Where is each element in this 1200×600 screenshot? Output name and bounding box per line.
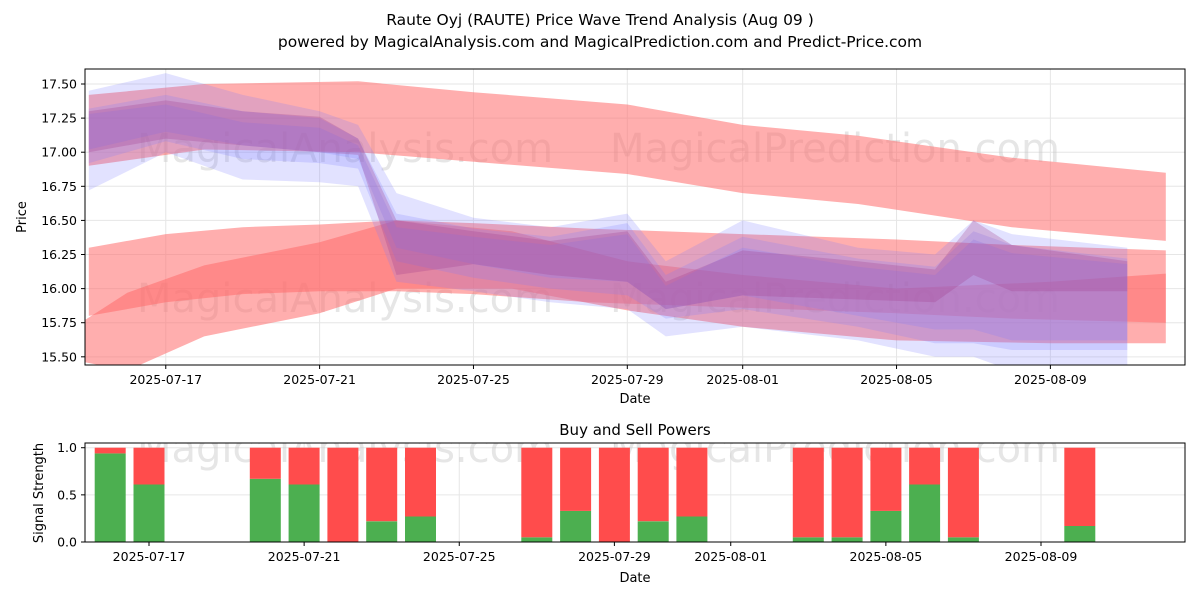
buy-bar — [133, 484, 165, 542]
price-axes-frame — [84, 68, 1186, 366]
signal-x-tick-label: 2025-07-17 — [113, 549, 186, 564]
signal-y-tick-label: 0.0 — [57, 535, 77, 550]
red-price-band-1 — [88, 81, 1166, 241]
price-x-tick-label: 2025-08-05 — [860, 372, 933, 387]
price-y-tick-label: 16.75 — [41, 179, 77, 194]
buy-bar — [94, 453, 126, 542]
sell-bar — [792, 447, 824, 538]
price-y-tick-label: 17.00 — [41, 145, 77, 160]
buy-bar — [947, 537, 979, 542]
red-price-band-3 — [85, 220, 1166, 365]
signal-x-tick-label: 2025-07-29 — [578, 549, 651, 564]
buy-bar — [560, 510, 592, 542]
signal-x-tick-label: 2025-07-25 — [423, 549, 496, 564]
buy-bar — [521, 537, 553, 542]
sell-bar — [366, 447, 398, 522]
price-x-tick-label: 2025-07-17 — [129, 372, 202, 387]
sell-bar — [249, 447, 281, 479]
sell-bar — [288, 447, 320, 485]
buy-bar — [405, 516, 436, 542]
signal-y-tick-label: 0.5 — [57, 487, 77, 502]
signal-x-tick-label: 2025-08-01 — [694, 549, 767, 564]
price-y-tick-label: 17.50 — [41, 77, 77, 92]
sell-bar — [94, 447, 126, 454]
sell-bar — [909, 447, 941, 485]
price-y-tick-label: 16.25 — [41, 247, 77, 262]
signal-y-tick-label: 1.0 — [57, 440, 77, 455]
signal-y-label: Signal Strength — [32, 443, 47, 543]
price-y-tick-label: 15.75 — [41, 315, 77, 330]
sell-bar — [676, 447, 708, 517]
buy-bar — [870, 510, 902, 542]
price-x-tick-label: 2025-07-25 — [437, 372, 510, 387]
price-bands — [85, 73, 1166, 365]
signal-x-ticks: 2025-07-17 2025-07-21 2025-07-25 2025-07-29… — [113, 542, 1078, 564]
buy-bar — [637, 521, 669, 542]
price-x-ticks: 2025-07-17 2025-07-21 2025-07-25 2025-07-29… — [129, 365, 1087, 387]
signal-x-tick-label: 2025-07-21 — [268, 549, 341, 564]
price-chart: MagicalAnalysis.com MagicalPrediction.co… — [15, 68, 1186, 407]
overlap-price-band — [88, 100, 1128, 310]
signal-chart-title: Buy and Sell Powers — [559, 421, 711, 439]
buy-bar — [909, 484, 941, 542]
signal-y-ticks: 0.0 0.5 1.0 — [57, 440, 85, 550]
blue-price-band-1 — [88, 73, 1128, 365]
signal-bars — [94, 447, 1096, 542]
price-y-tick-label: 17.25 — [41, 111, 77, 126]
sell-bar — [831, 447, 863, 538]
figure-subtitle: powered by MagicalAnalysis.com and Magic… — [278, 33, 922, 51]
price-x-tick-label: 2025-07-29 — [591, 372, 664, 387]
buy-bar — [676, 516, 708, 542]
sell-bar — [405, 447, 436, 517]
sell-bar — [1064, 447, 1096, 526]
buy-bar — [288, 484, 320, 542]
sell-bar — [637, 447, 669, 522]
sell-bar — [327, 447, 359, 542]
buy-bar — [249, 478, 281, 542]
signal-chart: Buy and Sell Powers MagicalAnalysis.com … — [32, 421, 1186, 586]
price-y-tick-label: 16.00 — [41, 281, 77, 296]
buy-bar — [831, 537, 863, 542]
price-y-tick-label: 16.50 — [41, 213, 77, 228]
buy-bar — [1064, 526, 1096, 542]
sell-bar — [521, 447, 553, 538]
price-y-tick-label: 15.50 — [41, 349, 77, 364]
price-y-ticks: 15.50 15.75 16.00 16.25 16.50 16.75 17.00 17.25… — [41, 77, 85, 364]
sell-bar — [133, 447, 165, 485]
sell-bar — [870, 447, 902, 511]
buy-bar — [792, 537, 824, 542]
price-x-label: Date — [619, 392, 650, 407]
buy-bar — [366, 521, 398, 542]
signal-x-tick-label: 2025-08-05 — [850, 549, 923, 564]
signal-axes-frame — [84, 442, 1186, 543]
price-x-tick-label: 2025-07-21 — [283, 372, 356, 387]
price-x-tick-label: 2025-08-09 — [1014, 372, 1087, 387]
signal-x-tick-label: 2025-08-09 — [1005, 549, 1078, 564]
sell-bar — [560, 447, 592, 511]
blue-price-band-2 — [88, 94, 1128, 351]
signal-x-label: Date — [619, 571, 650, 586]
price-x-tick-label: 2025-08-01 — [706, 372, 779, 387]
blue-price-band-3 — [88, 104, 1128, 341]
sell-bar — [947, 447, 979, 538]
sell-bar — [598, 447, 630, 542]
price-y-label: Price — [15, 201, 30, 233]
figure-title: Raute Oyj (RAUTE) Price Wave Trend Analy… — [386, 11, 814, 29]
